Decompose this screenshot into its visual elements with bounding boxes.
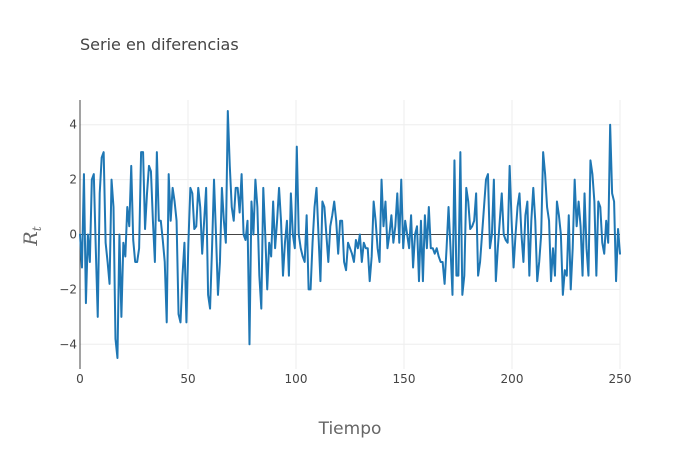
chart-title: Serie en diferencias (80, 35, 239, 54)
x-axis-label: Tiempo (318, 419, 382, 439)
y-axis-ticks: −4 −2 0 2 4 (59, 118, 77, 352)
y-tick-label: 2 (69, 173, 77, 187)
y-tick-label: 4 (69, 118, 77, 132)
plot-area (79, 109, 621, 360)
series-line (79, 109, 621, 360)
x-tick-label: 50 (180, 372, 195, 386)
y-tick-label: −4 (59, 337, 77, 351)
x-tick-label: 250 (609, 372, 632, 386)
y-axis-label: Rt (20, 226, 44, 246)
x-tick-label: 100 (285, 372, 308, 386)
x-tick-label: 200 (501, 372, 524, 386)
y-tick-label: 0 (69, 228, 77, 242)
x-axis-ticks: 0 50 100 150 200 250 (76, 372, 631, 386)
y-axis-label-subscript: t (30, 226, 44, 231)
x-tick-label: 150 (393, 372, 416, 386)
y-tick-label: −2 (59, 282, 77, 296)
y-axis-label-main: R (20, 231, 42, 246)
x-tick-label: 0 (76, 372, 84, 386)
